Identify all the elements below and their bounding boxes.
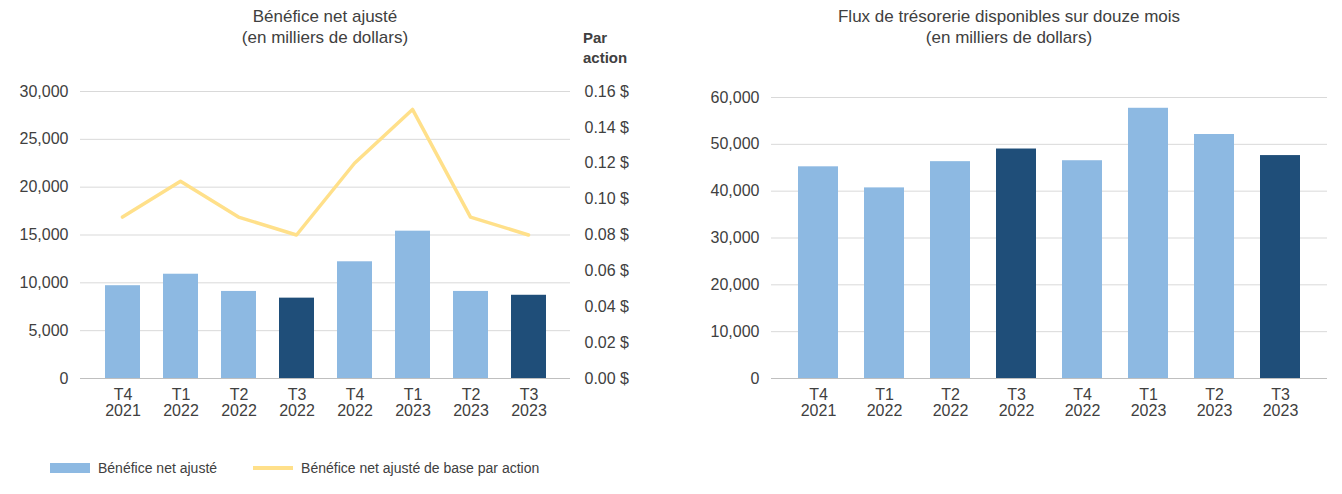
svg-text:30,000: 30,000 [20, 83, 69, 100]
svg-text:T22023: T22023 [453, 386, 489, 419]
svg-text:10,000: 10,000 [711, 323, 760, 340]
svg-text:0: 0 [751, 370, 760, 387]
svg-text:T12022: T12022 [867, 386, 903, 419]
html-text:Flux de trésorerie disponibles: Flux de trésorerie disponibles sur douze… [838, 7, 1180, 47]
svg-text:0.06 $: 0.06 $ [585, 262, 630, 279]
svg-text:25,000: 25,000 [20, 130, 69, 147]
svg-text:T12023: T12023 [395, 386, 431, 419]
html-text:Bénéfice net ajusté: Bénéfice net ajusté [98, 460, 218, 476]
svg-text:0.08 $: 0.08 $ [585, 226, 630, 243]
svg-text:0.00 $: 0.00 $ [585, 370, 630, 387]
svg-text:T42022: T42022 [1065, 386, 1101, 419]
svg-text:60,000: 60,000 [711, 89, 760, 106]
svg-text:T42021: T42021 [105, 386, 141, 419]
svg-text:T12022: T12022 [163, 386, 199, 419]
svg-text:T32022: T32022 [999, 386, 1035, 419]
svg-text:T42021: T42021 [801, 386, 837, 419]
svg-text:10,000: 10,000 [20, 274, 69, 291]
svg-text:T42022: T42022 [337, 386, 373, 419]
svg-text:T12023: T12023 [1131, 386, 1167, 419]
svg-text:0.12 $: 0.12 $ [585, 154, 630, 171]
svg-text:T32023: T32023 [1263, 386, 1299, 419]
svg-text:5,000: 5,000 [28, 322, 68, 339]
svg-text:0.10 $: 0.10 $ [585, 190, 630, 207]
svg-text:0.04 $: 0.04 $ [585, 298, 630, 315]
svg-text:20,000: 20,000 [711, 276, 760, 293]
html-text:Bénéfice net ajusté (en millie: Bénéfice net ajusté (en milliers de doll… [241, 7, 409, 47]
svg-text:T22022: T22022 [933, 386, 969, 419]
svg-text:0.02 $: 0.02 $ [585, 334, 630, 351]
svg-text:T32023: T32023 [511, 386, 547, 419]
svg-text:T22023: T22023 [1197, 386, 1233, 419]
svg-text:T22022: T22022 [221, 386, 257, 419]
svg-text:30,000: 30,000 [711, 229, 760, 246]
svg-text:0: 0 [60, 370, 69, 387]
svg-text:0.14 $: 0.14 $ [585, 118, 630, 135]
html-text:Bénéfice net ajusté de base pa: Bénéfice net ajusté de base par action [301, 460, 540, 476]
svg-text:40,000: 40,000 [711, 182, 760, 199]
svg-text:50,000: 50,000 [711, 135, 760, 152]
svg-text:T32022: T32022 [279, 386, 315, 419]
svg-text:20,000: 20,000 [20, 178, 69, 195]
html-text:Par action: Par action [583, 29, 628, 66]
svg-text:15,000: 15,000 [20, 226, 69, 243]
svg-text:0.16 $: 0.16 $ [585, 83, 630, 100]
